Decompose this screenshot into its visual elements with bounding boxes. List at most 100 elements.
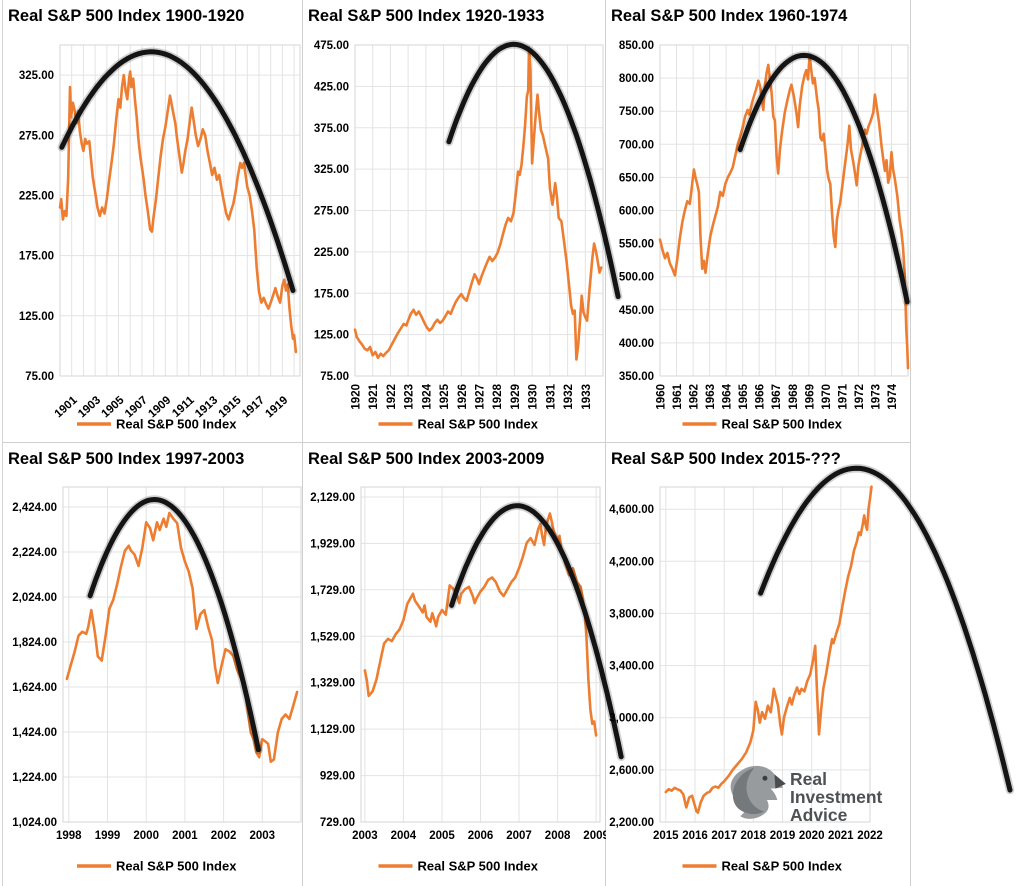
y-tick-label: 2,600.00 bbox=[609, 765, 654, 777]
x-tick-label: 1926 bbox=[457, 384, 469, 410]
x-tick-label: 2008 bbox=[545, 830, 571, 842]
chart-panel-1960-1974: Real S&P 500 Index 1960-1974 350.00 400.00… bbox=[606, 0, 912, 443]
y-tick-label: 1,929.00 bbox=[310, 538, 355, 550]
chart-panel-1920-1933: Real S&P 500 Index 1920-1933 75.00 125.00 1… bbox=[303, 0, 623, 443]
x-axis-labels: 1960 1961 1962 1963 1964 1965 1966 1967 1968 1969… bbox=[656, 383, 900, 409]
chart-title: Real S&P 500 Index 1920-1933 bbox=[308, 7, 544, 25]
legend-label: Real S&P 500 Index bbox=[116, 417, 237, 432]
x-axis-labels: 2015 2016 2017 2018 2019 2020 2021 2022 bbox=[653, 830, 883, 842]
y-tick-label: 550.00 bbox=[619, 239, 654, 251]
y-axis-labels: 75.00 125.00 175.00 225.00 275.00 325.00 375.0… bbox=[314, 40, 349, 383]
y-tick-label: 75.00 bbox=[25, 371, 54, 383]
trend-curve bbox=[449, 503, 624, 760]
y-tick-label: 1,529.00 bbox=[310, 631, 355, 643]
x-tick-label: 1931 bbox=[545, 383, 557, 409]
ria-logo-text: Real Investment Advice bbox=[790, 769, 883, 825]
y-tick-label: 929.00 bbox=[320, 771, 355, 783]
chart-title: Real S&P 500 Index 2015-??? bbox=[611, 450, 841, 468]
y-tick-label: 1,824.00 bbox=[12, 637, 57, 649]
chart-panel-1900-1920: Real S&P 500 Index 1900-1920 75.00 125.00 1… bbox=[3, 0, 303, 443]
plot-border bbox=[659, 486, 871, 823]
y-tick-label: 1,329.00 bbox=[310, 678, 355, 690]
x-tick-label: 2002 bbox=[211, 830, 237, 842]
y-tick-label: 750.00 bbox=[619, 106, 654, 118]
y-tick-label: 175.00 bbox=[314, 288, 349, 300]
chart-panel-2015-unknown: Real Investment Advice Real S&P 500 Index 2… bbox=[606, 443, 1015, 886]
y-tick-label: 450.00 bbox=[619, 305, 654, 317]
x-tick-label: 2020 bbox=[799, 830, 825, 842]
x-tick-label: 1932 bbox=[563, 384, 575, 410]
gridlines bbox=[354, 44, 604, 377]
y-tick-label: 700.00 bbox=[619, 139, 654, 151]
x-tick-label: 1971 bbox=[837, 383, 849, 409]
y-tick-label: 500.00 bbox=[619, 272, 654, 284]
y-tick-label: 325.00 bbox=[19, 70, 54, 82]
y-tick-label: 375.00 bbox=[314, 123, 349, 135]
x-tick-label: 1917 bbox=[240, 394, 267, 420]
series-line bbox=[658, 53, 910, 370]
y-axis-labels: 2,200.00 2,600.00 3,000.00 3,400.00 3,800.00… bbox=[609, 504, 654, 829]
y-tick-label: 175.00 bbox=[19, 251, 54, 263]
legend: Real S&P 500 Index bbox=[77, 417, 237, 432]
y-tick-label: 1,624.00 bbox=[12, 682, 57, 694]
series-line bbox=[363, 512, 598, 737]
plot-border bbox=[62, 486, 302, 823]
gridlines bbox=[659, 44, 909, 377]
y-axis-labels: 1,024.00 1,224.00 1,424.00 1,624.00 1,824.00… bbox=[12, 502, 57, 829]
y-tick-label: 275.00 bbox=[314, 206, 349, 218]
x-tick-label: 2001 bbox=[172, 830, 198, 842]
x-tick-label: 1963 bbox=[705, 384, 717, 410]
x-axis-labels: 1920 1921 1922 1923 1924 1925 1926 1927 1928 1929… bbox=[351, 383, 593, 409]
legend-label: Real S&P 500 Index bbox=[722, 859, 843, 874]
y-tick-label: 125.00 bbox=[19, 311, 54, 323]
chart-svg: Real S&P 500 Index 1997-2003 1,024.00 1,22… bbox=[8, 450, 302, 874]
ria-logo: Real Investment Advice bbox=[730, 765, 883, 825]
x-tick-label: 1933 bbox=[581, 384, 593, 410]
series-line bbox=[664, 485, 873, 814]
y-tick-label: 3,000.00 bbox=[609, 713, 654, 725]
legend-label: Real S&P 500 Index bbox=[722, 417, 843, 432]
x-tick-label: 1925 bbox=[439, 383, 451, 409]
x-axis-labels: 2003 2004 2005 2006 2007 2008 2009 bbox=[352, 830, 606, 842]
x-tick-label: 1901 bbox=[53, 394, 80, 420]
y-tick-label: 3,800.00 bbox=[609, 608, 654, 620]
y-tick-label: 2,200.00 bbox=[609, 817, 654, 829]
y-tick-label: 475.00 bbox=[314, 40, 349, 52]
x-tick-label: 2017 bbox=[711, 830, 737, 842]
x-tick-label: 1999 bbox=[95, 830, 121, 842]
legend-label: Real S&P 500 Index bbox=[418, 417, 539, 432]
y-tick-label: 225.00 bbox=[19, 190, 54, 202]
chart-svg: Real S&P 500 Index 1960-1974 350.00 400.00… bbox=[611, 7, 912, 432]
y-tick-label: 2,224.00 bbox=[12, 547, 57, 559]
y-tick-label: 125.00 bbox=[314, 330, 349, 342]
chart-svg: Real Investment Advice Real S&P 500 Index 2… bbox=[609, 450, 1015, 874]
chart-title: Real S&P 500 Index 1900-1920 bbox=[8, 7, 244, 25]
y-tick-label: 1,024.00 bbox=[12, 817, 57, 829]
y-tick-label: 729.00 bbox=[320, 817, 355, 829]
y-tick-label: 4,200.00 bbox=[609, 556, 654, 568]
x-tick-label: 1968 bbox=[788, 383, 800, 409]
x-tick-label: 1972 bbox=[854, 384, 866, 410]
x-tick-label: 2003 bbox=[250, 830, 276, 842]
x-tick-label: 2022 bbox=[857, 830, 883, 842]
series-line bbox=[58, 70, 298, 354]
y-tick-label: 2,424.00 bbox=[12, 502, 57, 514]
x-tick-label: 2018 bbox=[741, 830, 767, 842]
x-tick-label: 2005 bbox=[429, 830, 455, 842]
legend: Real S&P 500 Index bbox=[682, 859, 843, 874]
chart-svg: Real S&P 500 Index 2003-2009 729.00 929.00… bbox=[308, 450, 626, 874]
y-tick-label: 2,024.00 bbox=[12, 592, 57, 604]
x-tick-label: 2006 bbox=[468, 830, 494, 842]
plot-border bbox=[360, 486, 601, 823]
trend-curve bbox=[446, 41, 621, 300]
series-line bbox=[353, 46, 603, 361]
y-tick-label: 275.00 bbox=[19, 130, 54, 142]
x-tick-label: 1970 bbox=[821, 384, 833, 410]
x-tick-label: 1922 bbox=[386, 384, 398, 410]
y-tick-label: 1,129.00 bbox=[310, 724, 355, 736]
x-tick-label: 2003 bbox=[352, 830, 378, 842]
y-tick-label: 2,129.00 bbox=[310, 492, 355, 504]
x-tick-label: 2015 bbox=[653, 830, 679, 842]
y-tick-label: 3,400.00 bbox=[609, 661, 654, 673]
y-tick-label: 225.00 bbox=[314, 247, 349, 259]
